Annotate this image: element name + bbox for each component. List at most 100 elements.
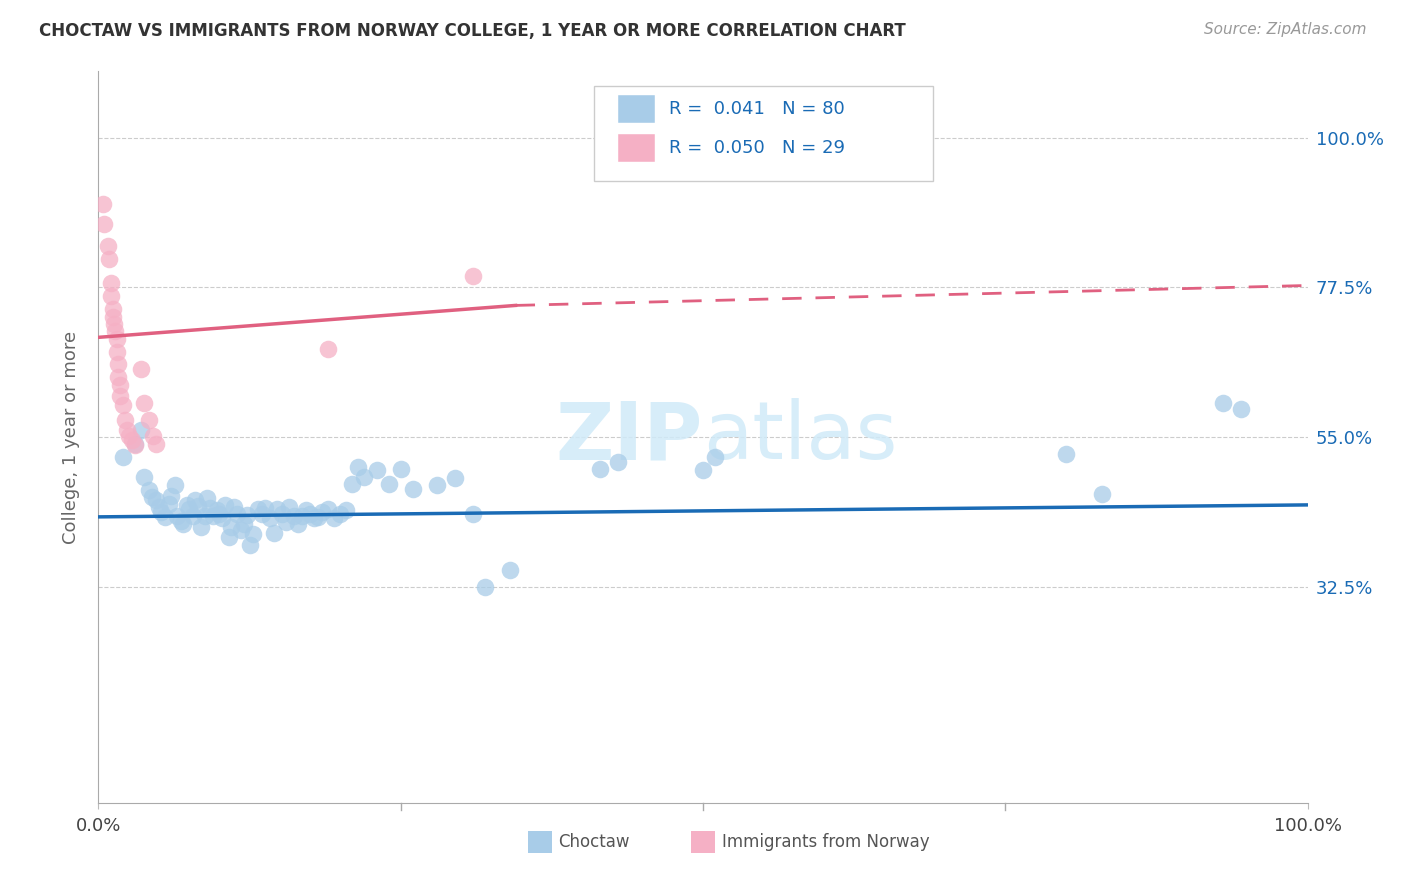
- Point: [202, 508, 225, 523]
- Point: [195, 491, 218, 506]
- Point: [194, 508, 217, 523]
- Text: CHOCTAW VS IMMIGRANTS FROM NORWAY COLLEGE, 1 YEAR OR MORE CORRELATION CHART: CHOCTAW VS IMMIGRANTS FROM NORWAY COLLEG…: [39, 22, 905, 40]
- Point: [474, 580, 496, 594]
- Point: [402, 482, 425, 496]
- Point: [463, 507, 485, 521]
- Point: [1054, 447, 1077, 461]
- Point: [93, 217, 115, 231]
- Point: [101, 302, 124, 317]
- Point: [181, 508, 204, 523]
- Point: [101, 310, 124, 325]
- Point: [342, 476, 364, 491]
- Point: [308, 509, 330, 524]
- Point: [148, 500, 170, 514]
- Point: [607, 455, 630, 469]
- Point: [221, 520, 243, 534]
- Point: [153, 509, 176, 524]
- Point: [377, 476, 399, 491]
- Point: [108, 378, 131, 392]
- Point: [444, 471, 467, 485]
- Point: [226, 507, 249, 521]
- Point: [117, 424, 139, 438]
- Text: ZIP: ZIP: [555, 398, 703, 476]
- Point: [299, 507, 322, 521]
- Point: [239, 538, 262, 552]
- Point: [287, 516, 309, 531]
- Point: [157, 497, 180, 511]
- Point: [105, 345, 128, 359]
- Point: [205, 503, 228, 517]
- Point: [187, 499, 209, 513]
- Point: [198, 501, 221, 516]
- Point: [366, 463, 388, 477]
- Point: [263, 526, 285, 541]
- Point: [242, 527, 264, 541]
- Text: Immigrants from Norway: Immigrants from Norway: [723, 832, 929, 851]
- FancyBboxPatch shape: [527, 830, 551, 853]
- Point: [247, 502, 270, 516]
- Point: [179, 502, 201, 516]
- Point: [145, 436, 167, 450]
- Point: [163, 478, 186, 492]
- Point: [107, 370, 129, 384]
- Point: [169, 514, 191, 528]
- Point: [704, 450, 727, 464]
- Point: [107, 357, 129, 371]
- Point: [208, 507, 231, 521]
- Point: [311, 504, 333, 518]
- Point: [254, 501, 277, 516]
- Point: [150, 505, 173, 519]
- Point: [97, 238, 120, 252]
- Y-axis label: College, 1 year or more: College, 1 year or more: [62, 331, 80, 543]
- Point: [236, 508, 259, 522]
- Point: [274, 515, 297, 529]
- Point: [142, 429, 165, 443]
- Point: [259, 511, 281, 525]
- Point: [91, 197, 114, 211]
- Point: [229, 523, 252, 537]
- Point: [166, 508, 188, 523]
- Point: [160, 489, 183, 503]
- Point: [98, 252, 121, 266]
- Point: [145, 493, 167, 508]
- Point: [316, 343, 339, 357]
- Point: [138, 413, 160, 427]
- Point: [290, 508, 312, 523]
- Point: [124, 436, 146, 450]
- Point: [141, 490, 163, 504]
- Point: [176, 498, 198, 512]
- FancyBboxPatch shape: [619, 95, 655, 123]
- Point: [1212, 395, 1234, 409]
- Point: [426, 478, 449, 492]
- FancyBboxPatch shape: [619, 134, 655, 161]
- Point: [172, 516, 194, 531]
- Point: [103, 317, 125, 331]
- Point: [129, 424, 152, 438]
- Point: [105, 332, 128, 346]
- Point: [589, 462, 612, 476]
- Point: [250, 507, 273, 521]
- FancyBboxPatch shape: [595, 86, 932, 181]
- Point: [295, 503, 318, 517]
- Point: [302, 511, 325, 525]
- Text: atlas: atlas: [703, 398, 897, 476]
- Point: [1091, 486, 1114, 500]
- Text: Source: ZipAtlas.com: Source: ZipAtlas.com: [1204, 22, 1367, 37]
- Point: [138, 483, 160, 498]
- Point: [692, 463, 714, 477]
- Point: [232, 516, 254, 531]
- Point: [100, 289, 122, 303]
- Text: Choctaw: Choctaw: [558, 832, 630, 851]
- Point: [271, 507, 294, 521]
- Text: R =  0.041   N = 80: R = 0.041 N = 80: [669, 100, 845, 118]
- Point: [211, 511, 233, 525]
- Point: [353, 470, 375, 484]
- Point: [498, 563, 520, 577]
- Point: [121, 434, 143, 448]
- Point: [214, 498, 236, 512]
- Point: [100, 276, 122, 290]
- Point: [278, 500, 301, 514]
- Point: [316, 502, 339, 516]
- Point: [347, 460, 370, 475]
- Point: [218, 530, 240, 544]
